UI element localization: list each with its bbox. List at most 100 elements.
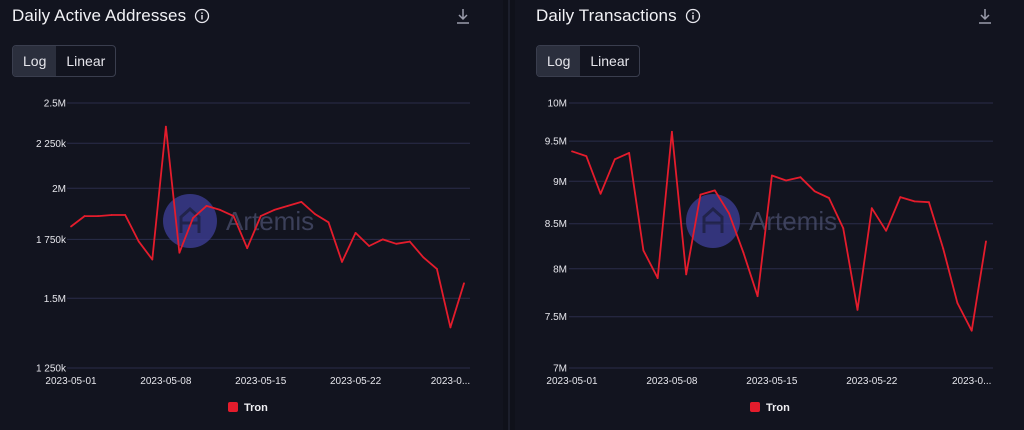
chart-header: Daily Active Addresses xyxy=(12,6,210,26)
data-point xyxy=(463,282,465,285)
scale-toggle: Log Linear xyxy=(12,45,117,77)
chart-panel-daily-transactions: Daily Transactions Log Linear 10M 9.5M 9M 8… xyxy=(515,0,1024,430)
y-tick-label: 1 250k xyxy=(36,364,67,375)
data-point xyxy=(259,215,262,217)
data-point xyxy=(813,190,816,193)
y-tick-label: 9M xyxy=(553,177,567,188)
data-point xyxy=(219,209,221,211)
data-point xyxy=(70,225,72,228)
data-point xyxy=(137,240,140,243)
data-point xyxy=(314,213,316,215)
data-point xyxy=(642,249,645,252)
data-point xyxy=(83,215,86,217)
data-point xyxy=(728,212,730,215)
data-point xyxy=(828,197,830,199)
x-tick-label: 2023-05-22 xyxy=(846,376,898,387)
data-point xyxy=(842,227,845,230)
chart-title: Daily Transactions xyxy=(536,6,677,25)
data-point xyxy=(124,214,127,216)
watermark-glyph xyxy=(179,206,201,233)
data-point xyxy=(354,231,357,234)
data-point xyxy=(685,273,688,276)
watermark: Artemis xyxy=(163,194,314,248)
data-point xyxy=(956,302,959,304)
download-icon[interactable] xyxy=(977,8,993,26)
chart-title: Daily Active Addresses xyxy=(12,6,187,25)
y-tick-label: 7M xyxy=(553,364,567,375)
y-tick-label: 9.5M xyxy=(545,137,567,148)
data-point xyxy=(97,215,100,217)
legend-label: Tron xyxy=(766,402,790,414)
linear-button[interactable]: Linear xyxy=(590,53,630,69)
watermark-logo-icon xyxy=(163,194,217,248)
y-tick-label: 2.5M xyxy=(44,99,66,110)
data-point xyxy=(899,196,902,199)
data-point xyxy=(110,214,113,216)
chart-header: Daily Transactions xyxy=(536,6,701,26)
data-point xyxy=(205,205,208,207)
data-point xyxy=(742,251,745,254)
data-point xyxy=(770,174,773,177)
data-point xyxy=(422,256,425,259)
data-point xyxy=(628,152,631,154)
data-point xyxy=(341,260,343,263)
data-point xyxy=(870,207,873,210)
data-point xyxy=(613,158,616,161)
download-icon[interactable] xyxy=(455,8,471,26)
data-point xyxy=(913,200,916,203)
info-icon[interactable] xyxy=(685,8,701,24)
data-point xyxy=(381,238,384,241)
x-tick-label: 2023-05-08 xyxy=(140,376,192,387)
y-tick-label: 2 250k xyxy=(36,139,67,150)
y-tick-label: 8.5M xyxy=(545,219,567,230)
data-point xyxy=(942,247,945,250)
data-point xyxy=(232,215,235,217)
data-point xyxy=(246,247,249,250)
y-tick-label: 1.5M xyxy=(44,294,66,305)
data-point xyxy=(300,201,303,203)
data-point xyxy=(395,242,398,245)
y-tick-label: 7.5M xyxy=(545,312,567,323)
data-point xyxy=(408,240,411,243)
data-point xyxy=(151,258,154,261)
data-point xyxy=(699,193,702,196)
data-point xyxy=(585,155,588,158)
data-point xyxy=(435,267,438,270)
data-point xyxy=(178,251,181,254)
data-point xyxy=(368,245,371,247)
panel-divider xyxy=(508,0,510,430)
data-point xyxy=(164,125,167,128)
y-tick-label: 1 750k xyxy=(36,235,67,246)
y-tick-label: 10M xyxy=(548,99,567,110)
x-tick-label: 2023-0... xyxy=(952,376,991,387)
y-tick-label: 2M xyxy=(52,184,66,195)
data-point xyxy=(192,217,194,220)
data-point xyxy=(970,329,973,332)
log-button[interactable]: Log xyxy=(13,46,57,76)
data-point xyxy=(327,221,330,224)
x-tick-label: 2023-05-15 xyxy=(235,376,287,387)
x-tick-label: 2023-05-22 xyxy=(330,376,382,387)
info-icon[interactable] xyxy=(194,8,210,24)
x-tick-label: 2023-05-01 xyxy=(45,376,97,387)
log-button[interactable]: Log xyxy=(537,46,581,76)
y-tick-label: 8M xyxy=(553,264,567,275)
watermark: Artemis xyxy=(686,194,837,248)
data-point xyxy=(571,150,573,153)
data-point xyxy=(985,240,987,243)
data-point xyxy=(756,295,759,298)
data-point xyxy=(885,229,887,232)
data-point xyxy=(599,192,602,195)
linear-button[interactable]: Linear xyxy=(66,53,106,69)
watermark-logo-icon xyxy=(686,194,740,248)
scale-toggle: Log Linear xyxy=(536,45,641,77)
watermark-glyph xyxy=(702,206,724,233)
data-point xyxy=(656,277,659,280)
legend-swatch xyxy=(228,402,238,412)
x-tick-label: 2023-05-01 xyxy=(546,376,598,387)
series-line-tron xyxy=(571,130,987,332)
data-point xyxy=(449,326,452,329)
data-point xyxy=(286,205,289,207)
